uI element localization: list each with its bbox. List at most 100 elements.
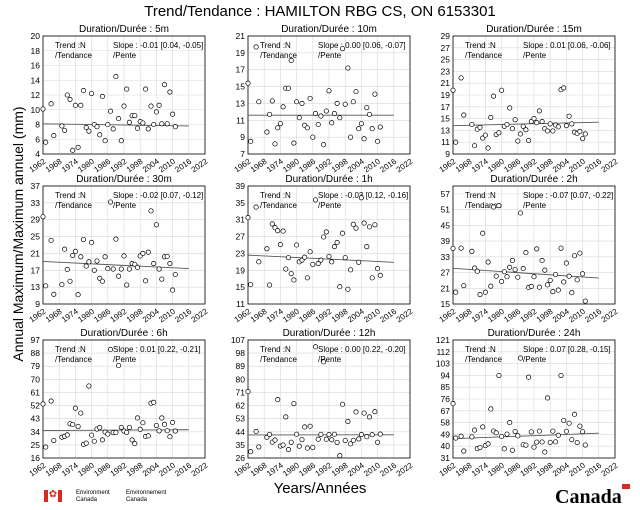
data-point — [358, 195, 364, 201]
slope-label: /Pente — [113, 355, 137, 364]
panel-frame — [42, 339, 206, 459]
data-point — [321, 234, 327, 240]
data-point — [64, 92, 70, 98]
data-point — [310, 134, 316, 140]
panel-title: Duration/Durée : 12h — [283, 328, 376, 339]
data-point — [531, 116, 537, 122]
data-point — [337, 115, 343, 121]
data-point — [159, 415, 165, 421]
panel-frame — [42, 185, 206, 305]
data-point — [72, 102, 78, 108]
data-point — [267, 111, 273, 117]
y-tick-label: 14 — [31, 75, 41, 85]
data-point — [482, 132, 488, 138]
canada-fr-label: Canada — [126, 497, 148, 503]
data-point — [78, 410, 84, 416]
x-tick-label: 2022 — [600, 157, 620, 175]
data-point — [558, 372, 564, 379]
data-point — [577, 250, 583, 256]
data-point — [342, 437, 348, 444]
slope-label: /Pente — [318, 51, 342, 60]
data-point — [134, 125, 141, 131]
slope-label: /Pente — [318, 355, 342, 364]
data-point — [485, 441, 491, 447]
data-point — [539, 439, 545, 445]
data-point — [569, 121, 575, 127]
trend-line — [42, 123, 189, 127]
data-point — [272, 437, 278, 443]
data-point — [472, 143, 478, 149]
slope-label: Slope : -0.03 [0.12, -0.16] — [318, 191, 408, 200]
x-axis-label: Years/Années — [273, 480, 367, 497]
data-point — [269, 98, 275, 104]
panel-title: Duration/Durée : 1h — [285, 174, 372, 185]
y-tick-label: 4 — [35, 149, 40, 159]
y-tick-label: 57 — [441, 189, 451, 199]
data-point — [280, 104, 286, 110]
data-point — [450, 401, 456, 407]
data-point — [536, 284, 542, 290]
data-point — [299, 100, 305, 106]
data-point — [310, 261, 316, 267]
data-point — [461, 112, 467, 118]
data-point — [358, 431, 364, 438]
data-point — [280, 442, 286, 448]
data-point — [350, 437, 356, 443]
data-point — [118, 424, 124, 430]
slope-label: /Pente — [113, 51, 137, 60]
y-tick-label: 52 — [31, 401, 41, 411]
y-tick-label: 18 — [31, 46, 41, 56]
data-point — [116, 273, 122, 279]
data-point — [285, 447, 292, 453]
data-point — [350, 221, 356, 227]
trend-label: Trend :N — [55, 191, 86, 200]
environment-fr-label: Environnement — [126, 490, 167, 496]
data-point — [113, 74, 119, 80]
trend-label: /Tendance — [55, 201, 92, 210]
data-point — [323, 436, 329, 442]
data-point — [275, 125, 281, 131]
data-point — [145, 249, 151, 255]
data-point — [453, 139, 459, 145]
y-tick-label: 49 — [441, 429, 451, 439]
data-point — [64, 266, 70, 272]
data-point — [291, 401, 297, 407]
data-point — [334, 100, 340, 106]
data-point — [256, 99, 262, 105]
data-point — [329, 437, 335, 443]
data-point — [331, 244, 337, 250]
data-point — [151, 260, 157, 267]
data-point — [113, 429, 119, 436]
data-point — [97, 425, 103, 431]
data-point — [550, 428, 556, 434]
y-tick-label: 79 — [31, 361, 41, 371]
panel-title: Duration/Durée : 10m — [281, 24, 377, 35]
data-point — [331, 110, 337, 117]
data-point — [566, 113, 572, 119]
panel-frame — [452, 185, 616, 305]
y-tick-label: 10 — [31, 105, 41, 115]
data-point — [167, 260, 173, 267]
y-tick-label: 17 — [31, 265, 41, 275]
data-point — [542, 449, 548, 455]
data-point — [366, 111, 373, 117]
data-point — [170, 111, 176, 117]
data-point — [83, 263, 89, 269]
data-point — [121, 253, 127, 259]
data-point — [307, 423, 313, 429]
data-point — [364, 105, 370, 111]
y-tick-label: 80 — [236, 374, 246, 384]
data-point — [571, 411, 578, 417]
data-point — [86, 128, 92, 134]
data-point — [291, 140, 297, 146]
data-point — [75, 423, 81, 430]
data-point — [342, 255, 348, 261]
data-point — [248, 449, 254, 455]
data-point — [126, 424, 132, 430]
panel-0: Duration/Durée : 5m196219681974198019861… — [28, 24, 210, 174]
data-point — [504, 431, 510, 437]
panel-title: Duration/Durée : 30m — [76, 174, 172, 185]
data-point — [159, 276, 165, 282]
data-point — [245, 215, 251, 221]
data-point — [369, 126, 375, 132]
